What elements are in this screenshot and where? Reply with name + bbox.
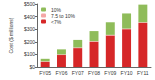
svg-text:<7%: <7% <box>51 19 62 25</box>
svg-text:FY05: FY05 <box>39 70 51 76</box>
svg-text:10%: 10% <box>51 6 61 13</box>
svg-text:FY07: FY07 <box>72 70 84 76</box>
svg-text:7.5 to 10%: 7.5 to 10% <box>51 12 75 19</box>
svg-text:FY11: FY11 <box>137 70 149 76</box>
svg-text:$300: $300 <box>24 26 35 32</box>
svg-text:FY09: FY09 <box>104 70 116 76</box>
svg-text:FY06: FY06 <box>55 70 67 76</box>
svg-text:$200: $200 <box>24 39 35 45</box>
svg-text:$400: $400 <box>24 14 35 20</box>
svg-text:FY08: FY08 <box>88 70 100 76</box>
svg-text:$500: $500 <box>24 1 35 7</box>
svg-text:Cost ($ millions): Cost ($ millions) <box>8 17 14 53</box>
svg-text:$0: $0 <box>29 64 35 70</box>
svg-text:$100: $100 <box>24 51 35 57</box>
svg-text:FY10: FY10 <box>121 70 133 76</box>
